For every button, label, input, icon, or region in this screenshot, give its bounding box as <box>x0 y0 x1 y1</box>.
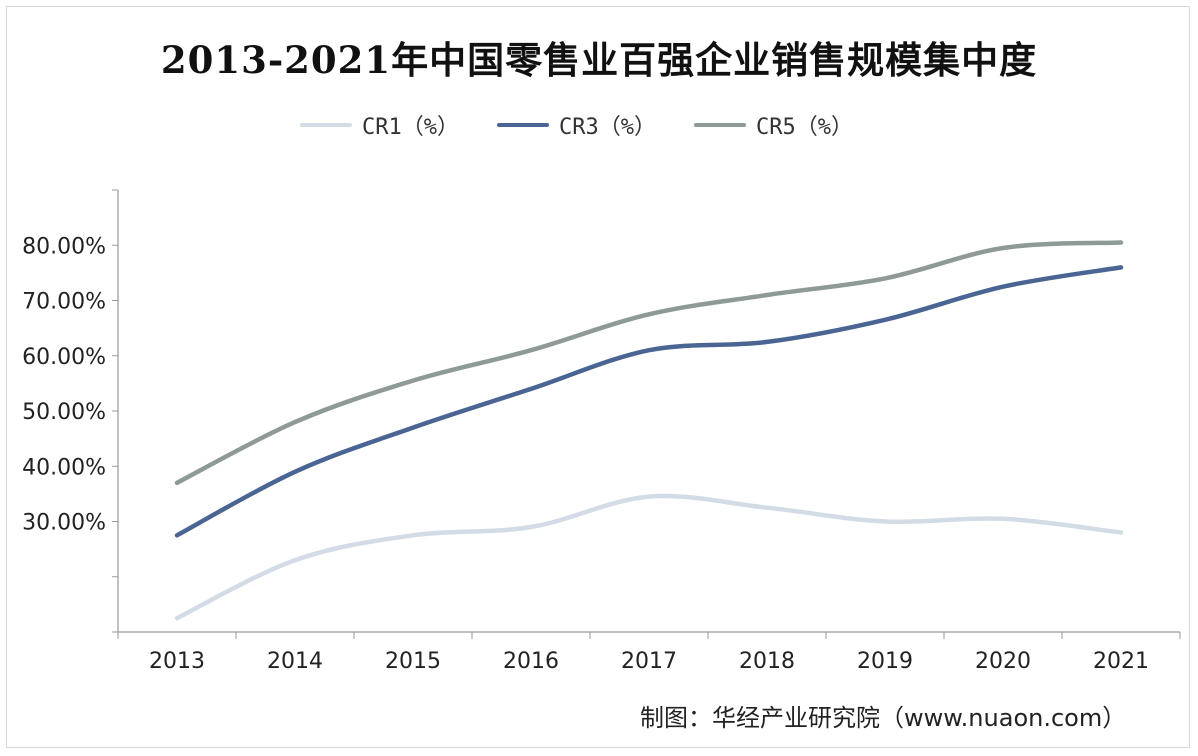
x-tick-label: 2018 <box>739 649 795 674</box>
legend-swatch-cr5 <box>693 123 746 127</box>
series-line-cr1 <box>174 493 1124 621</box>
y-tick-label: 50.00% <box>22 400 106 425</box>
series-line-cr3 <box>174 265 1124 538</box>
legend-label-cr5: CR5（%） <box>755 115 853 140</box>
chart-legend: CR1（%） CR3（%） CR5（%） <box>300 108 920 142</box>
y-tick-label: 70.00% <box>22 290 106 315</box>
y-tick-label: 80.00% <box>22 234 106 259</box>
legend-item-cr1: CR1（%） <box>300 109 459 141</box>
legend-swatch-cr1 <box>300 123 352 127</box>
y-tick-label: 30.00% <box>22 511 106 536</box>
legend-item-cr3: CR3（%） <box>496 109 656 141</box>
series-lines <box>174 240 1124 621</box>
source-credit: 制图：华经产业研究院（www.nuaon.com） <box>640 704 1127 732</box>
x-tick-label: 2017 <box>621 649 677 674</box>
legend-swatch-cr3 <box>496 123 549 127</box>
x-tick-label: 2019 <box>857 649 913 674</box>
chart-title: 2013-2021年中国零售业百强企业销售规模集中度 <box>160 38 1038 82</box>
y-tick-label: 60.00% <box>22 345 106 370</box>
y-tick-label: 40.00% <box>22 455 106 480</box>
series-line-cr5 <box>174 240 1124 486</box>
chart-frame <box>6 6 1190 748</box>
x-tick-label: 2014 <box>267 649 323 674</box>
legend-label-cr1: CR1（%） <box>362 115 459 140</box>
x-tick-label: 2013 <box>149 649 205 674</box>
x-tick-label: 2015 <box>385 649 441 674</box>
x-tick-label: 2021 <box>1093 649 1149 674</box>
axes: 30.00% 40.00% 50.00% 60.00% 70.00% 80.00% 2013… <box>22 189 1181 674</box>
legend-label-cr3: CR3（%） <box>558 115 656 140</box>
legend-item-cr5: CR5（%） <box>693 109 853 141</box>
x-tick-label: 2020 <box>975 649 1031 674</box>
x-tick-label: 2016 <box>503 649 559 674</box>
